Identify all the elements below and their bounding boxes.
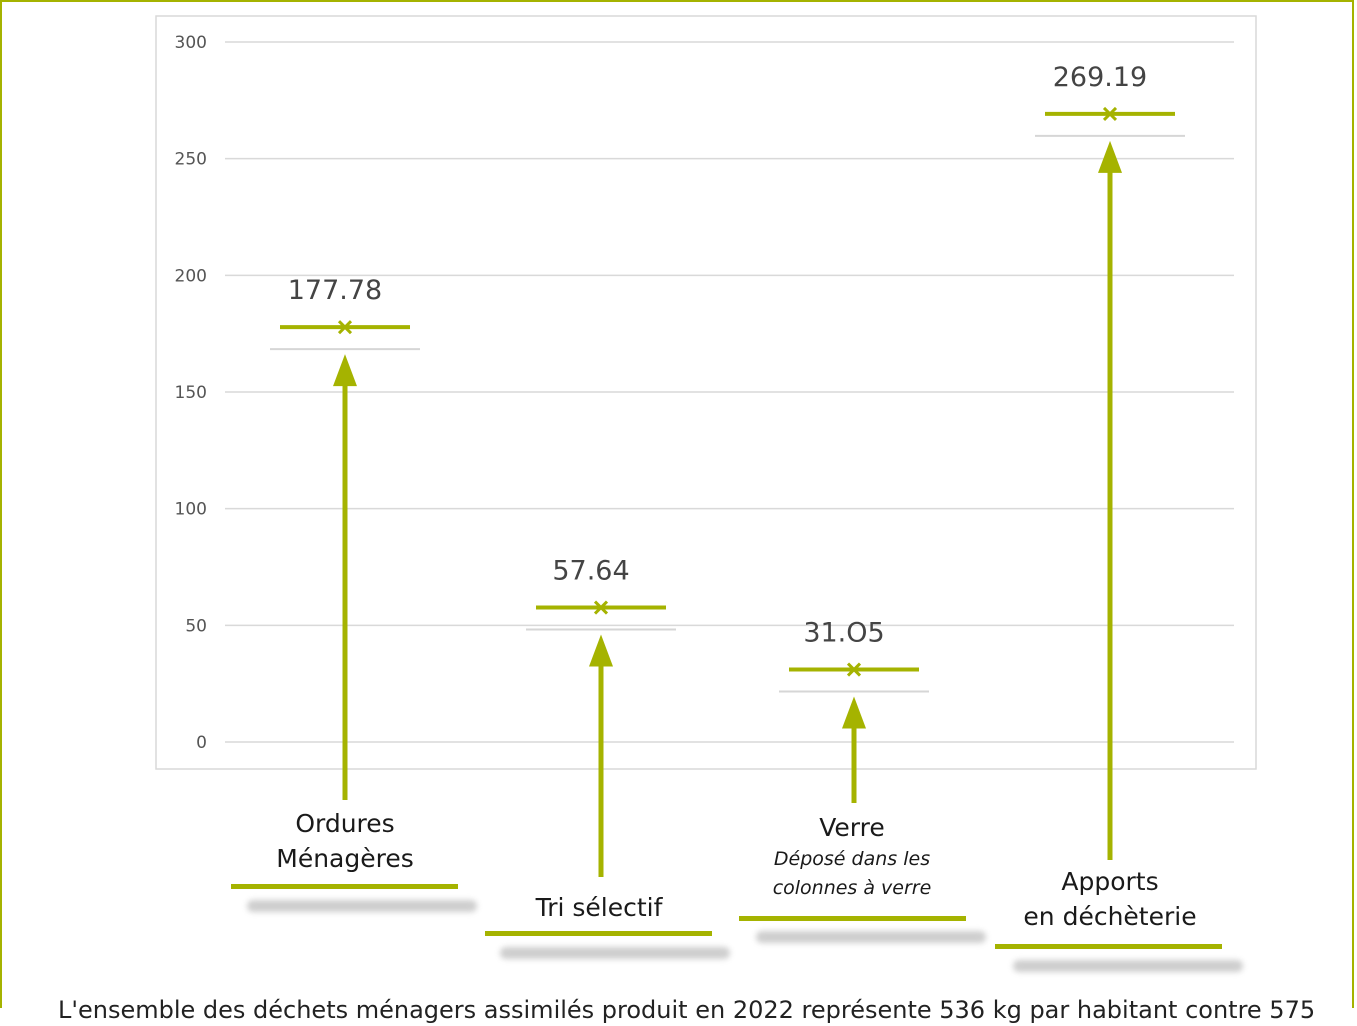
y-tick-label: 50: [185, 616, 207, 636]
shadow-apports: [1013, 960, 1243, 972]
y-tick-label: 0: [196, 733, 207, 753]
category-label-ordures-line1: Ordures: [295, 809, 395, 838]
arrow-head: [1098, 140, 1122, 173]
category-label-apports: Apports en déchèterie: [995, 864, 1225, 934]
data-value-label: 177.78: [288, 275, 382, 306]
category-label-tri-text: Tri sélectif: [535, 893, 663, 922]
y-tick-label: 150: [175, 383, 207, 403]
underline-verre: [739, 916, 966, 921]
category-label-verre-title: Verre: [819, 813, 885, 842]
y-tick-label: 250: [175, 150, 207, 170]
data-marks: 177.78 57.64 31.O5 269.19: [270, 62, 1185, 877]
y-tick-label: 300: [175, 33, 207, 53]
underline-apports: [995, 944, 1222, 949]
category-label-verre-sub1: Déposé dans les: [773, 848, 931, 870]
arrow-head: [333, 354, 357, 387]
y-axis-ticks: 300 250 200 150 100 50 0: [175, 33, 207, 753]
data-point-x: [593, 600, 609, 615]
category-label-ordures: Ordures Ménagères: [230, 806, 460, 876]
gridlines: [225, 41, 1234, 743]
category-label-tri: Tri sélectif: [485, 890, 713, 925]
data-value-label: 57.64: [552, 556, 629, 587]
data-value-label: 269.19: [1053, 62, 1147, 93]
category-label-verre: Verre Déposé dans les colonnes à verre: [738, 810, 966, 903]
category-label-apports-line2: en déchèterie: [1023, 902, 1197, 931]
data-point-x: [1102, 106, 1118, 121]
arrow-head: [842, 696, 866, 729]
shadow-verre: [756, 931, 986, 943]
underline-tri: [485, 931, 712, 936]
data-value-label: 31.O5: [803, 618, 884, 649]
shadow-ordures: [247, 900, 477, 912]
footnote-text: L'ensemble des déchets ménagers assimilé…: [58, 996, 1316, 1024]
plot-area: [155, 15, 1257, 770]
data-point-x: [337, 320, 353, 335]
y-tick-label: 100: [175, 500, 207, 520]
category-label-ordures-line2: Ménagères: [276, 844, 414, 873]
category-label-verre-sub2: colonnes à verre: [772, 877, 932, 899]
underline-ordures: [231, 884, 458, 889]
shadow-tri: [500, 947, 730, 959]
data-point-x: [846, 662, 862, 677]
y-tick-label: 200: [175, 266, 207, 286]
category-label-apports-line1: Apports: [1061, 867, 1159, 896]
arrow-head: [589, 634, 613, 667]
